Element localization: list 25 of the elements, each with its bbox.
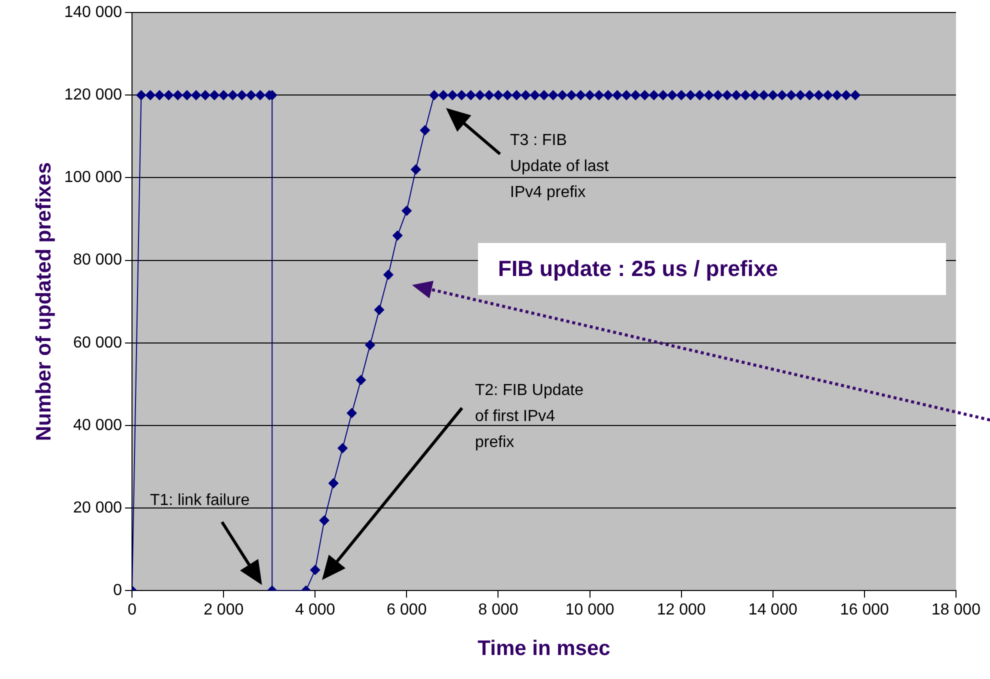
y-tick-label: 20 000 (73, 499, 122, 516)
x-axis-title: Time in msec (478, 637, 611, 660)
annotation: T2: FIB Update of first IPv4 prefix (475, 381, 584, 453)
x-tick-label: 8 000 (478, 602, 518, 619)
y-tick-label: 120 000 (64, 86, 122, 104)
y-tick-label: 140 000 (64, 4, 122, 22)
x-tick-label: 12 000 (656, 602, 706, 619)
x-tick-label: 2 000 (204, 602, 244, 619)
x-tick-label: 0 (128, 602, 137, 619)
x-tick-label: 6 000 (386, 602, 427, 619)
annotation: FIB update : 25 us / prefixe (498, 256, 778, 281)
y-tick-label: 100 000 (64, 169, 122, 186)
y-tick-label: 60 000 (73, 334, 122, 352)
label-box: FIB update : 25 us / prefixe (478, 243, 946, 295)
y-tick-label: 0 (113, 582, 122, 600)
annotation: T3 : FIB Update of last IPv4 prefix (510, 131, 609, 203)
annotation: T1: link failure (150, 491, 250, 511)
x-tick-label: 14 000 (748, 602, 798, 619)
y-tick-label: 40 000 (73, 416, 122, 434)
y-tick-label: 80 000 (73, 252, 122, 269)
x-tick-label: 16 000 (840, 602, 890, 619)
x-tick-label: 18 000 (932, 602, 981, 619)
x-tick-label: 4 000 (295, 602, 336, 619)
x-tick-label: 10 000 (565, 602, 614, 619)
y-axis-title: Number of updated prefixes (32, 162, 56, 442)
